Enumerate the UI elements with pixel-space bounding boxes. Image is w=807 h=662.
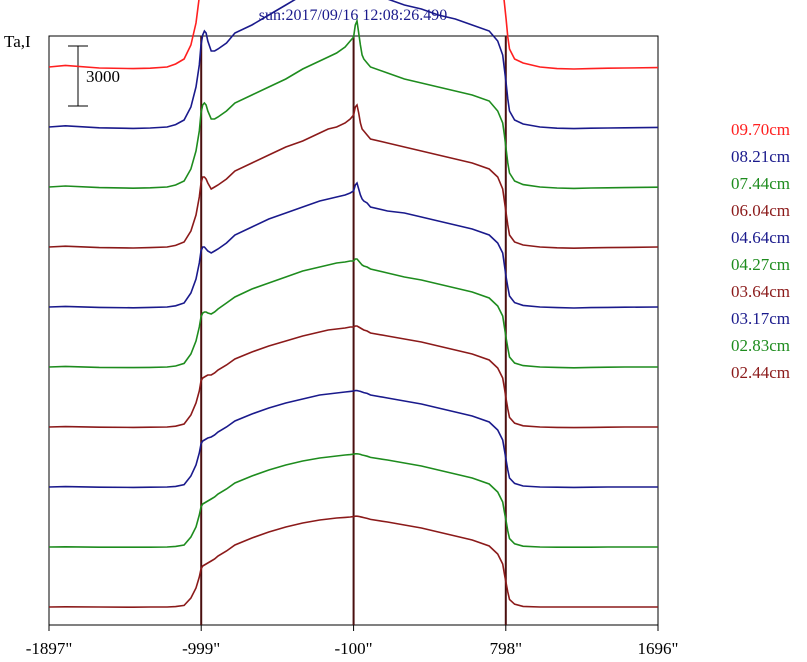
series-line-06.04cm — [48, 103, 659, 250]
legend-entry: 03.17cm — [731, 309, 790, 328]
series-line-04.27cm — [48, 258, 658, 369]
legend-entry: 07.44cm — [731, 174, 790, 193]
y-axis-label: Ta,I — [4, 32, 31, 51]
legend-entry: 02.83cm — [731, 336, 790, 355]
series-line-02.83cm — [48, 452, 658, 549]
x-tick-label: -100" — [335, 639, 373, 658]
series-line-02.44cm — [48, 515, 658, 609]
x-tick-label: -999" — [182, 639, 220, 658]
series-line-03.64cm — [48, 325, 658, 429]
legend-entry: 02.44cm — [731, 363, 790, 382]
x-tick-label: -1897" — [26, 639, 73, 658]
legend-entry: 08.21cm — [731, 147, 790, 166]
scale-bar: 3000 — [68, 45, 120, 107]
legend-entry: 09.70cm — [731, 120, 790, 139]
legend-entry: 06.04cm — [731, 201, 790, 220]
series-line-03.17cm — [48, 389, 658, 489]
series-line-09.70cm — [48, 0, 659, 70]
chart-title: sun:2017/09/16 12:08:26.490 — [259, 7, 447, 24]
x-tick-label: 798" — [490, 639, 522, 658]
legend-entry: 04.27cm — [731, 255, 790, 274]
series-line-08.21cm — [48, 0, 659, 130]
scale-bar-label: 3000 — [86, 67, 120, 86]
x-tick-label: 1696" — [638, 639, 679, 658]
series-line-04.64cm — [48, 181, 659, 309]
legend-entry: 04.64cm — [731, 228, 790, 247]
legend-entry: 03.64cm — [731, 282, 790, 301]
series-line-07.44cm — [48, 18, 659, 190]
